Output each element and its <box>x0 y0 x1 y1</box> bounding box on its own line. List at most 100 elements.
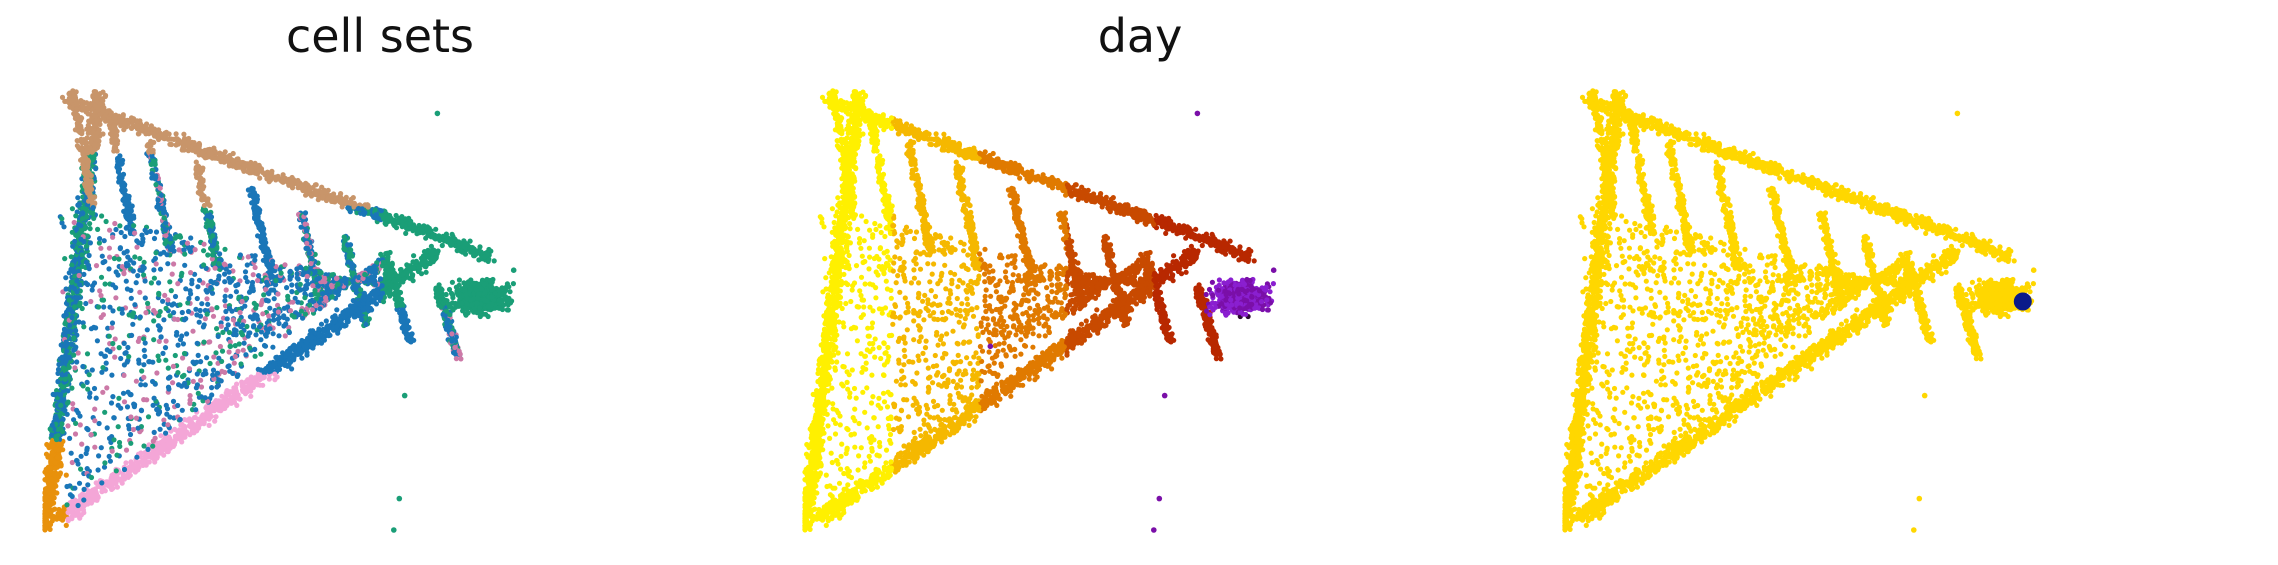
scatter-point <box>210 233 216 239</box>
scatter-point <box>255 372 261 378</box>
scatter-point <box>477 244 483 250</box>
scatter-point <box>63 275 69 281</box>
scatter-point <box>52 392 58 398</box>
scatter-point <box>449 338 455 344</box>
scatter-point <box>148 149 154 155</box>
scatter-point <box>231 399 238 405</box>
scatter-point <box>298 224 304 230</box>
scatter-point <box>314 188 320 194</box>
scatter-point <box>205 197 211 203</box>
scatter-point <box>59 372 65 378</box>
scatter-point <box>123 460 129 466</box>
scatter-point <box>271 317 277 323</box>
scatter-point <box>444 319 450 326</box>
scatter-point <box>81 486 87 492</box>
scatter-point <box>462 251 469 257</box>
scatter-point <box>351 304 357 310</box>
scatter-point <box>88 185 94 191</box>
scatter-point <box>148 161 154 167</box>
scatter-point <box>131 215 137 221</box>
scatter-point <box>316 326 322 332</box>
scatter-point <box>72 257 78 264</box>
scatter-point <box>61 313 67 319</box>
scatter-point <box>49 432 55 438</box>
scatter-point <box>81 510 87 516</box>
scatter-point <box>155 197 161 203</box>
scatter-point <box>371 290 377 296</box>
scatter-point <box>321 187 327 193</box>
scatter-point <box>303 192 309 198</box>
scatter-point <box>82 181 88 187</box>
scatter-point <box>58 425 64 431</box>
scatter-point <box>304 233 310 239</box>
scatter-point <box>181 434 187 440</box>
scatter-point <box>99 96 105 102</box>
scatter-point <box>306 250 312 256</box>
scatter-point <box>136 360 142 366</box>
scatter-point <box>301 344 307 350</box>
scatter-point <box>391 221 397 227</box>
scatter-point <box>345 307 351 313</box>
scatter-point <box>199 301 205 307</box>
scatter-point <box>372 207 378 213</box>
scatter-point <box>394 302 400 308</box>
scatter-point <box>90 205 96 211</box>
scatter-point <box>55 454 61 460</box>
scatter-point <box>73 89 79 95</box>
scatter-point <box>486 246 492 253</box>
scatter-point <box>72 304 78 310</box>
scatter-point <box>209 243 215 249</box>
scatter-point <box>170 244 176 250</box>
scatter-point <box>199 192 205 198</box>
scatter-point <box>87 221 93 227</box>
scatter-point <box>224 388 230 394</box>
scatter-point <box>289 366 295 372</box>
scatter-point <box>366 301 372 307</box>
scatter-point <box>142 457 148 463</box>
scatter-point <box>69 262 75 268</box>
scatter-point <box>342 234 348 240</box>
scatter-point <box>338 191 344 197</box>
scatter-point <box>105 108 111 114</box>
scatter-point <box>272 371 278 377</box>
scatter-point <box>303 228 310 234</box>
scatter-point <box>49 476 55 482</box>
scatter-point <box>141 272 147 278</box>
scatter-point <box>71 335 77 342</box>
scatter-point <box>209 408 215 414</box>
scatter-point <box>62 407 68 413</box>
scatter-point <box>75 112 81 118</box>
scatter-point <box>220 398 226 404</box>
scatter-point <box>70 401 76 407</box>
scatter-point <box>79 263 85 269</box>
scatter-point <box>430 247 436 253</box>
scatter-point <box>283 351 289 357</box>
scatter-point <box>91 215 97 221</box>
scatter-point <box>63 358 69 365</box>
scatter-point <box>249 200 255 206</box>
scatter-point <box>94 135 100 141</box>
scatter-point <box>60 416 66 422</box>
scatter-point <box>44 488 50 494</box>
scatter-point <box>77 282 83 288</box>
scatter-point <box>404 335 410 341</box>
scatter-point <box>161 452 167 458</box>
scatter-point <box>401 311 407 317</box>
scatter-point <box>325 330 331 336</box>
scatter-point <box>240 347 246 353</box>
scatter-point <box>88 135 94 142</box>
scatter-point <box>458 356 464 362</box>
scatter-point <box>161 317 167 323</box>
scatter-point <box>210 221 216 227</box>
scatter-point <box>251 191 257 197</box>
scatter-point <box>74 278 80 284</box>
scatter-point <box>93 166 99 172</box>
scatter-point <box>95 107 101 113</box>
scatter-point <box>213 414 219 420</box>
scatter-point <box>399 272 406 278</box>
scatter-point <box>52 506 58 512</box>
scatter-point <box>302 210 309 216</box>
scatter-point <box>49 501 55 507</box>
scatter-point <box>380 290 386 296</box>
scatter-point <box>364 202 370 208</box>
